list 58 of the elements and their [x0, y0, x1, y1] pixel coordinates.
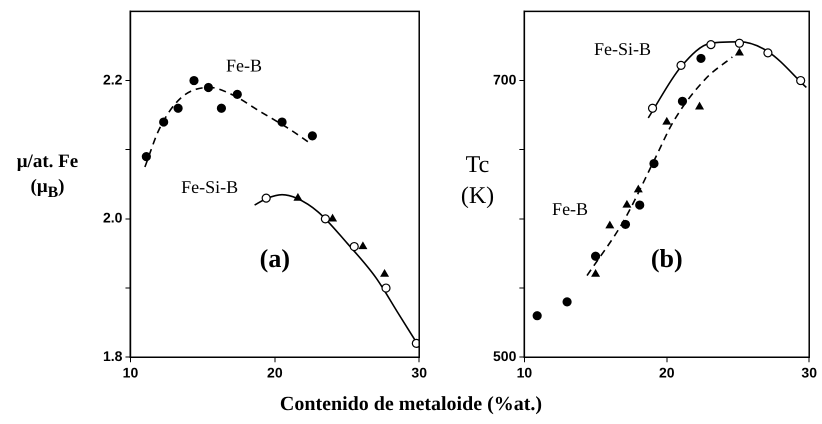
point: [796, 76, 806, 86]
series-label: Fe-Si-B: [594, 38, 652, 59]
point: [328, 214, 337, 222]
line-series: [586, 56, 734, 276]
point: [678, 96, 688, 106]
x-tick-label: 30: [801, 364, 818, 380]
point: [380, 270, 389, 277]
point: [635, 200, 644, 210]
x-tick-label: 10: [516, 364, 532, 380]
point: [648, 104, 658, 113]
point: [262, 194, 271, 203]
y-tick-label: 2.2: [102, 71, 123, 88]
point: [320, 214, 330, 224]
y-tick-label: 700: [493, 71, 517, 88]
y-axis-title: μ/at. Fe (μ$_{B}$): [16, 150, 80, 202]
x-tick-label: 30: [411, 364, 428, 380]
point: [216, 104, 226, 113]
x-tick-label: 20: [267, 364, 283, 380]
point: [381, 283, 391, 293]
point: [696, 54, 706, 64]
point: [174, 104, 183, 113]
point: [532, 311, 542, 320]
point: [735, 48, 744, 56]
point: [676, 60, 686, 70]
point: [606, 221, 614, 228]
point: [590, 252, 600, 261]
annotation: (b): [650, 244, 683, 274]
point: [358, 242, 367, 250]
point: [649, 158, 659, 168]
point: [622, 200, 631, 208]
y-axis-title: Tc (K): [460, 151, 496, 212]
y-tick-label: 2.0: [102, 210, 123, 226]
point: [562, 297, 572, 306]
series-label: Fe-B: [226, 55, 262, 76]
point: [592, 270, 600, 277]
point: [308, 131, 317, 140]
point: [412, 338, 420, 348]
point: [142, 152, 151, 162]
point: [204, 82, 214, 92]
point: [734, 38, 744, 48]
point: [189, 76, 199, 86]
point: [232, 90, 242, 99]
x-tick-label: 10: [122, 364, 138, 380]
point: [695, 102, 704, 110]
point: [662, 117, 671, 125]
point: [159, 117, 168, 127]
y-tick-label: 1.8: [102, 348, 123, 364]
point: [706, 40, 716, 50]
point: [620, 220, 630, 230]
y-tick-label: 500: [493, 348, 517, 364]
point: [350, 242, 359, 252]
annotation: (a): [260, 244, 290, 274]
x-axis-title: Contenido de metaloide (%at.): [278, 393, 544, 416]
series-label: Fe-Si-B: [181, 176, 238, 197]
point: [763, 48, 773, 58]
point: [277, 117, 287, 127]
x-tick-label: 20: [658, 364, 675, 380]
series-label: Fe-B: [552, 199, 588, 219]
